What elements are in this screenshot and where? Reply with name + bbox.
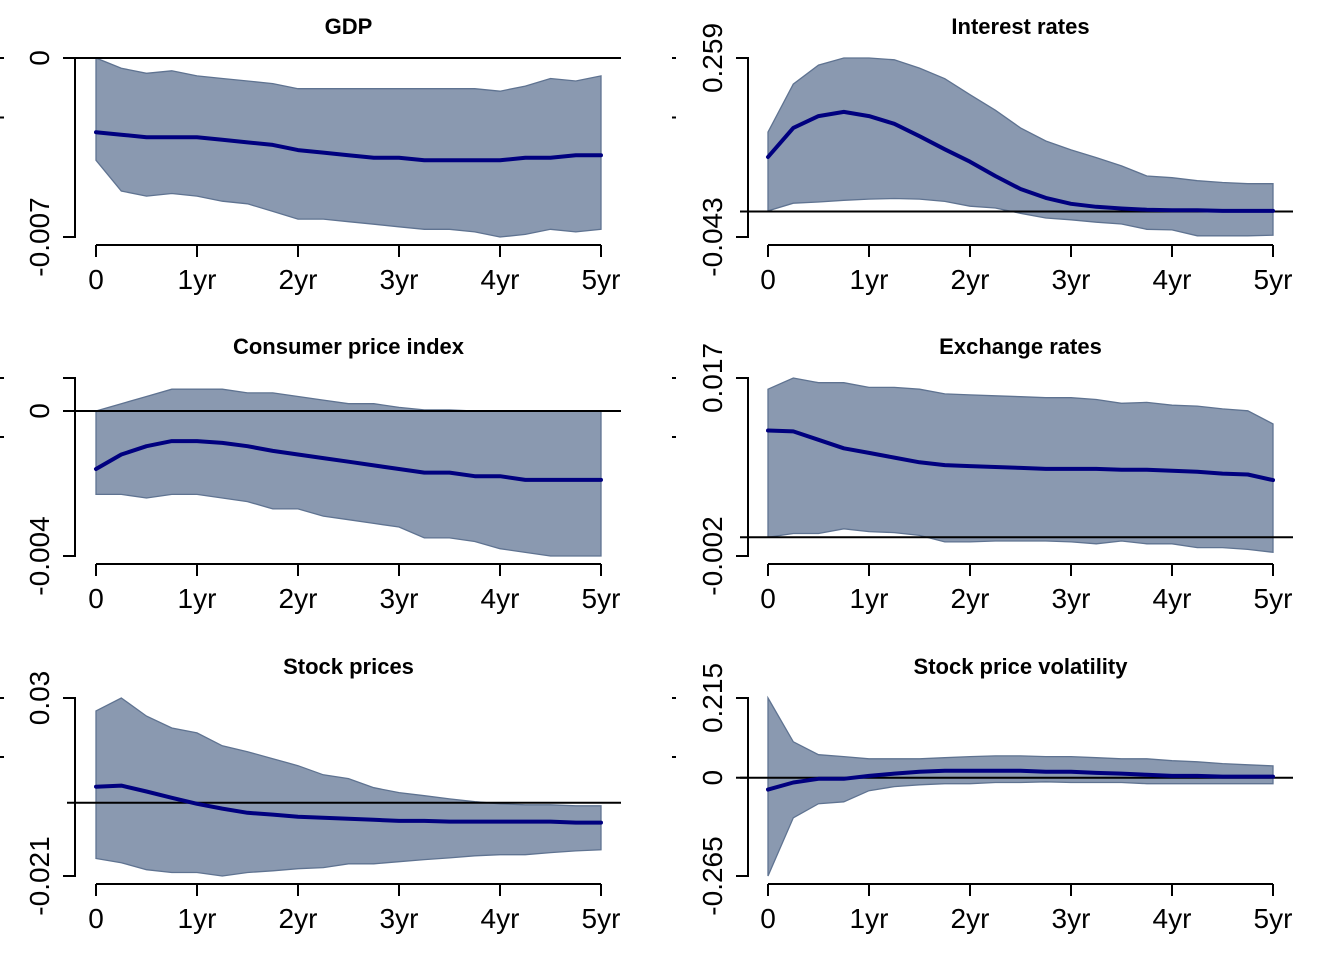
confidence-band xyxy=(95,57,602,238)
x-tick-label: 5yr xyxy=(1254,583,1293,614)
confidence-band xyxy=(767,57,1274,237)
y-tick-label: 0.017 xyxy=(697,343,728,413)
y-axis xyxy=(736,57,749,238)
x-tick-label: 4yr xyxy=(1153,903,1192,934)
x-tick-label: 4yr xyxy=(481,583,520,614)
x-tick-label: 0 xyxy=(88,264,104,295)
confidence-band xyxy=(767,695,1274,877)
y-axis xyxy=(736,377,749,557)
panel-title: Stock prices xyxy=(283,654,414,679)
x-tick-label: 3yr xyxy=(1052,903,1091,934)
y-tick-label: 0 xyxy=(24,403,55,419)
x-tick-label: 1yr xyxy=(178,264,217,295)
panel-gdp: GDP -0.007 0 0 1yr 2yr 3yr 4yr 5yr xyxy=(0,14,621,295)
panel-title: Interest rates xyxy=(951,14,1089,39)
y-tick-label: 0.259 xyxy=(697,23,728,93)
median-response-line xyxy=(94,783,603,825)
x-tick-label: 1yr xyxy=(850,903,889,934)
x-tick-label: 0 xyxy=(760,903,776,934)
panel-title: Consumer price index xyxy=(233,334,465,359)
x-tick-label: 4yr xyxy=(1153,264,1192,295)
x-tick-label: 3yr xyxy=(380,903,419,934)
y-axis xyxy=(63,377,76,557)
x-tick-label: 3yr xyxy=(1052,264,1091,295)
x-tick-label: 5yr xyxy=(582,903,621,934)
x-tick-label: 4yr xyxy=(481,903,520,934)
panel-consumer-price-index: Consumer price index -0.004 0 0 1yr 2yr 3yr 4yr… xyxy=(0,334,621,614)
x-tick-label: 5yr xyxy=(582,583,621,614)
x-tick-label: 5yr xyxy=(1254,264,1293,295)
y-tick-label: -0.265 xyxy=(697,836,728,915)
panel-interest-rates: Interest rates -0.043 0.259 0 1yr 2yr 3yr 4yr 5y… xyxy=(672,14,1293,295)
panel-title: GDP xyxy=(325,14,373,39)
y-tick-label: 0.03 xyxy=(24,671,55,726)
confidence-band xyxy=(767,377,1274,554)
y-tick-label: 0.215 xyxy=(697,663,728,733)
x-tick-label: 1yr xyxy=(178,583,217,614)
y-tick-label: -0.004 xyxy=(24,516,55,595)
x-tick-label: 2yr xyxy=(279,264,318,295)
confidence-band xyxy=(95,697,602,877)
median-response-line xyxy=(94,130,603,163)
y-axis xyxy=(63,57,76,238)
y-axis xyxy=(63,697,76,877)
median-response-line xyxy=(766,428,1275,483)
x-tick-label: 5yr xyxy=(582,264,621,295)
x-tick-label: 3yr xyxy=(1052,583,1091,614)
panel-title: Exchange rates xyxy=(939,334,1102,359)
x-tick-label: 0 xyxy=(88,903,104,934)
x-tick-label: 1yr xyxy=(850,264,889,295)
x-tick-label: 0 xyxy=(760,583,776,614)
panel-stock-prices: Stock prices -0.021 0.03 0 1yr 2yr 3yr 4yr 5yr xyxy=(0,654,621,934)
panel-exchange-rates: Exchange rates -0.002 0.017 0 1yr 2yr 3yr 4yr 5y… xyxy=(672,334,1293,614)
y-tick-label: -0.043 xyxy=(697,197,728,276)
y-tick-label: -0.002 xyxy=(697,516,728,595)
x-tick-label: 3yr xyxy=(380,583,419,614)
x-tick-label: 4yr xyxy=(1153,583,1192,614)
x-tick-label: 2yr xyxy=(951,583,990,614)
x-tick-label: 3yr xyxy=(380,264,419,295)
y-tick-label: -0.021 xyxy=(24,836,55,915)
x-tick-label: 1yr xyxy=(850,583,889,614)
x-tick-label: 2yr xyxy=(279,903,318,934)
confidence-band xyxy=(95,388,602,557)
y-tick-label: 0 xyxy=(697,770,728,786)
x-tick-label: 0 xyxy=(88,583,104,614)
x-tick-label: 1yr xyxy=(178,903,217,934)
y-tick-label: -0.007 xyxy=(24,197,55,276)
panel-stock-price-volatility: Stock price volatility -0.265 0 0.215 0 1yr 2y… xyxy=(672,654,1293,934)
x-tick-label: 2yr xyxy=(951,903,990,934)
median-response-line xyxy=(94,439,603,482)
median-response-line xyxy=(766,109,1275,213)
x-tick-label: 2yr xyxy=(279,583,318,614)
y-axis xyxy=(736,697,749,877)
x-tick-label: 0 xyxy=(760,264,776,295)
x-tick-label: 4yr xyxy=(481,264,520,295)
x-tick-label: 5yr xyxy=(1254,903,1293,934)
y-tick-label: 0 xyxy=(24,50,55,66)
panel-title: Stock price volatility xyxy=(914,654,1129,679)
x-tick-label: 2yr xyxy=(951,264,990,295)
median-response-line xyxy=(766,768,1275,792)
